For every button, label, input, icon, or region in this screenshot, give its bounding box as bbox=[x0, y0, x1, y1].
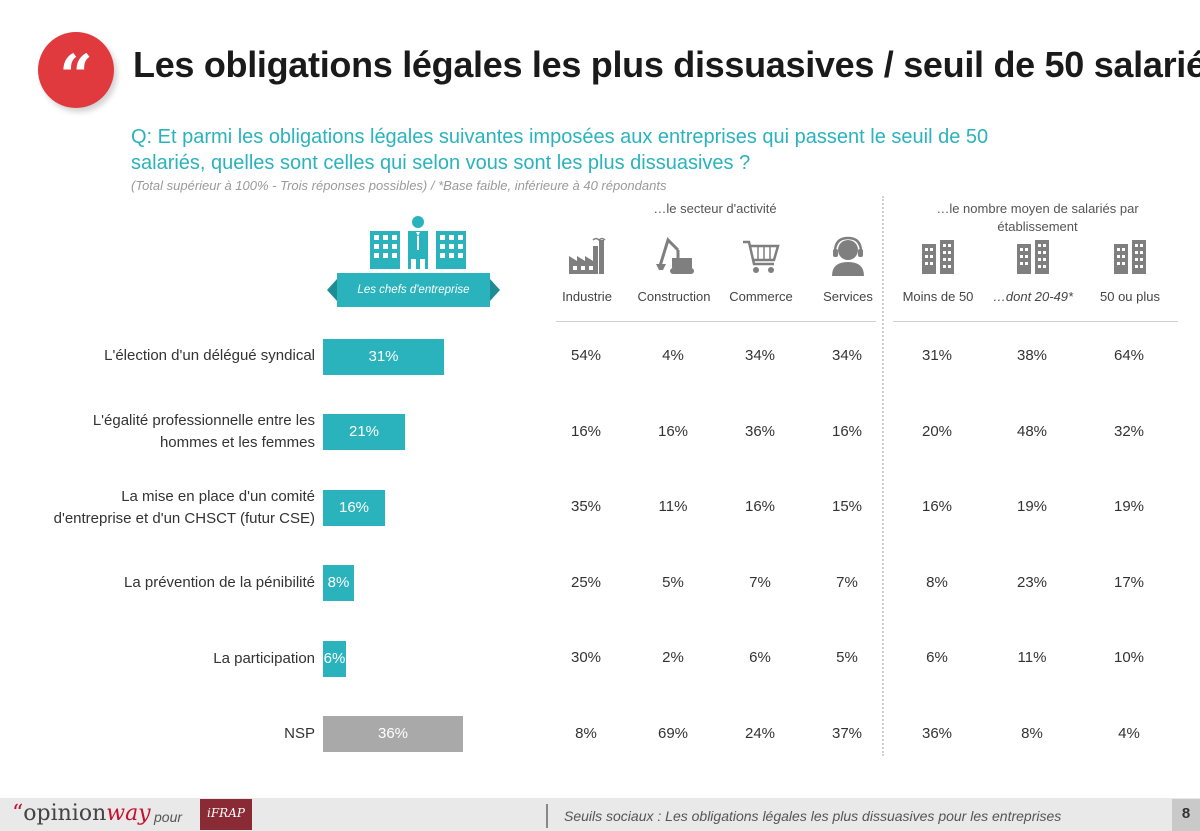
table-cell: 25% bbox=[570, 574, 602, 591]
bar-comite-entreprise: 16% bbox=[323, 490, 385, 526]
column-label-dont-20-49: …dont 20-49* bbox=[992, 289, 1074, 304]
table-cell: 24% bbox=[744, 725, 776, 742]
row-label-line: hommes et les femmes bbox=[159, 434, 315, 451]
row-label-line: La participation bbox=[213, 650, 315, 667]
footer-separator bbox=[546, 804, 548, 828]
row-label: La prévention de la pénibilité bbox=[124, 572, 315, 594]
table-cell: 31% bbox=[921, 347, 953, 364]
table-cell: 23% bbox=[1016, 574, 1048, 591]
table-cell: 7% bbox=[836, 574, 858, 591]
table-cell: 48% bbox=[1016, 423, 1048, 440]
bar-election-delegue: 31% bbox=[323, 339, 444, 375]
table-cell: 16% bbox=[570, 423, 602, 440]
column-label-industrie: Industrie bbox=[562, 289, 612, 304]
shopping-cart-icon bbox=[743, 240, 780, 273]
survey-note: (Total supérieur à 100% - Trois réponses… bbox=[131, 178, 667, 193]
header-rule bbox=[893, 321, 1178, 322]
crane-icon bbox=[656, 237, 694, 274]
table-cell: 32% bbox=[1113, 423, 1145, 440]
bar-participation: 6% bbox=[323, 641, 346, 677]
table-cell: 35% bbox=[570, 498, 602, 515]
table-cell: 19% bbox=[1113, 498, 1145, 515]
table-cell: 64% bbox=[1113, 347, 1145, 364]
table-cell: 54% bbox=[570, 347, 602, 364]
table-cell: 15% bbox=[831, 498, 863, 515]
table-cell: 34% bbox=[831, 347, 863, 364]
table-cell: 8% bbox=[575, 725, 597, 742]
row-label-line: L'égalité professionnelle entre les bbox=[92, 412, 315, 429]
table-cell: 5% bbox=[836, 649, 858, 666]
table-cell: 36% bbox=[744, 423, 776, 440]
footer-pour: pour bbox=[154, 809, 183, 825]
size-group-header: …le nombre moyen de salariés par établis… bbox=[936, 201, 1139, 234]
table-cell: 36% bbox=[921, 725, 953, 742]
table-cell: 4% bbox=[662, 347, 684, 364]
table-cell: 10% bbox=[1113, 649, 1145, 666]
quote-glyph: “ bbox=[59, 42, 93, 110]
column-label-construction: Construction bbox=[637, 289, 711, 304]
group-separator bbox=[882, 196, 884, 756]
page-number: 8 bbox=[1172, 799, 1200, 831]
sector-group-header: …le secteur d'activité bbox=[653, 201, 777, 216]
column-label-commerce: Commerce bbox=[729, 289, 793, 304]
table-cell: 8% bbox=[1021, 725, 1043, 742]
row-label-line: La mise en place d'un comité bbox=[121, 488, 315, 505]
table-cell: 16% bbox=[744, 498, 776, 515]
table-cell: 69% bbox=[657, 725, 689, 742]
table-cell: 4% bbox=[1118, 725, 1140, 742]
table-cell: 11% bbox=[1017, 649, 1047, 666]
factory-icon bbox=[569, 237, 606, 274]
header-rule bbox=[556, 321, 876, 322]
row-label-line: La prévention de la pénibilité bbox=[124, 574, 315, 591]
table-cell: 16% bbox=[921, 498, 953, 515]
table-cell: 2% bbox=[662, 649, 684, 666]
building-icon bbox=[1114, 240, 1146, 274]
footer-caption: Seuils sociaux : Les obligations légales… bbox=[564, 808, 1062, 824]
quote-badge: “ bbox=[38, 32, 114, 110]
survey-question: Q: Et parmi les obligations légales suiv… bbox=[131, 126, 989, 174]
row-label: L'élection d'un délégué syndical bbox=[104, 345, 315, 367]
row-label: La mise en place d'un comité d'entrepris… bbox=[54, 486, 315, 530]
business-people-icon bbox=[370, 216, 466, 269]
support-agent-icon bbox=[832, 236, 864, 276]
table-cell: 19% bbox=[1016, 498, 1048, 515]
table-cell: 6% bbox=[926, 649, 948, 666]
column-label-50-ou-plus: 50 ou plus bbox=[1100, 289, 1160, 304]
table-cell: 17% bbox=[1113, 574, 1145, 591]
respondent-banner: Les chefs d'entreprise bbox=[327, 273, 500, 307]
column-label-moins-de-50: Moins de 50 bbox=[902, 289, 974, 304]
ifrap-logo: iFRAP bbox=[200, 799, 252, 830]
logo-quote: “ bbox=[12, 801, 24, 826]
table-cell: 30% bbox=[570, 649, 602, 666]
logo-opinion: opinion bbox=[23, 801, 107, 826]
building-icon bbox=[922, 240, 954, 274]
column-label-services: Services bbox=[823, 289, 873, 304]
table-cell: 34% bbox=[744, 347, 776, 364]
bar-egalite-professionnelle: 21% bbox=[323, 414, 405, 450]
table-cell: 37% bbox=[831, 725, 863, 742]
ifrap-logo-text: iFRAP bbox=[207, 806, 245, 820]
table-cell: 5% bbox=[662, 574, 684, 591]
logo-way: way bbox=[106, 801, 151, 826]
table-cell: 11% bbox=[658, 498, 688, 515]
table-cell: 38% bbox=[1016, 347, 1048, 364]
row-label-line: d'entreprise et d'un CHSCT (futur CSE) bbox=[53, 510, 315, 527]
row-label: La participation bbox=[213, 648, 315, 670]
table-cell: 7% bbox=[749, 574, 771, 591]
building-icon bbox=[1017, 240, 1049, 274]
row-label-line: L'élection d'un délégué syndical bbox=[104, 347, 315, 364]
bar-nsp: 36% bbox=[323, 716, 463, 752]
table-cell: 16% bbox=[831, 423, 863, 440]
table-cell: 8% bbox=[926, 574, 948, 591]
table-cell: 6% bbox=[749, 649, 771, 666]
page-title: Les obligations légales les plus dissuas… bbox=[133, 44, 1200, 85]
row-label: NSP bbox=[284, 723, 315, 745]
table-cell: 20% bbox=[921, 423, 953, 440]
bar-penibilite: 8% bbox=[323, 565, 354, 601]
row-label-line: NSP bbox=[284, 725, 315, 742]
row-label: L'égalité professionnelle entre les homm… bbox=[93, 410, 315, 454]
table-cell: 16% bbox=[657, 423, 689, 440]
opinionway-logo: “opinionway bbox=[12, 801, 151, 826]
